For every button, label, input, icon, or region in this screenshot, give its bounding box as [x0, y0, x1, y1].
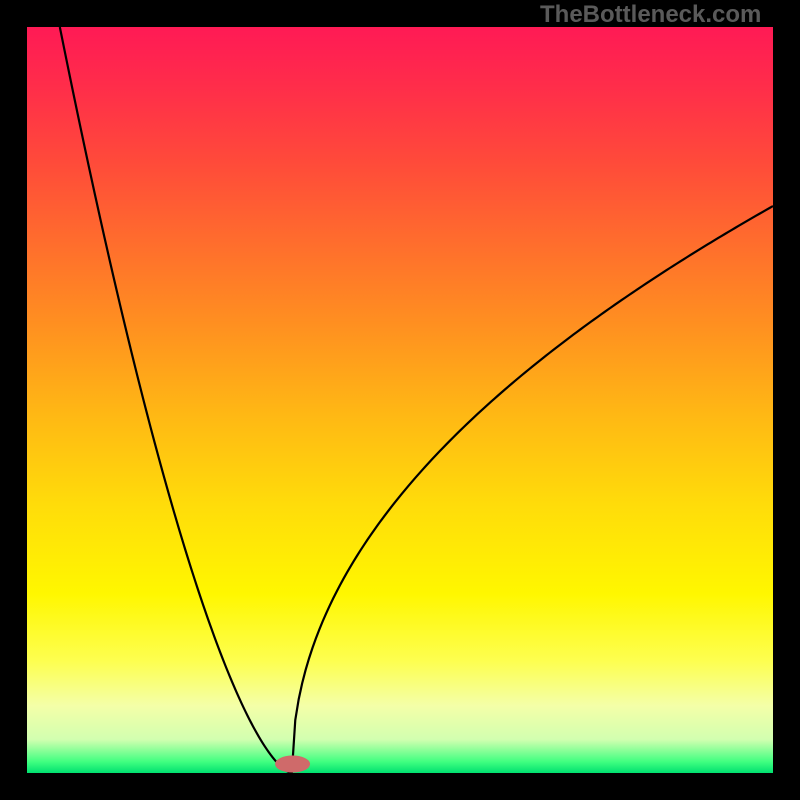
watermark-text: TheBottleneck.com — [540, 1, 761, 29]
chart-plot-area — [27, 27, 773, 773]
chart-svg — [27, 27, 773, 773]
chart-background — [27, 27, 773, 773]
optimal-point-marker — [276, 756, 310, 772]
